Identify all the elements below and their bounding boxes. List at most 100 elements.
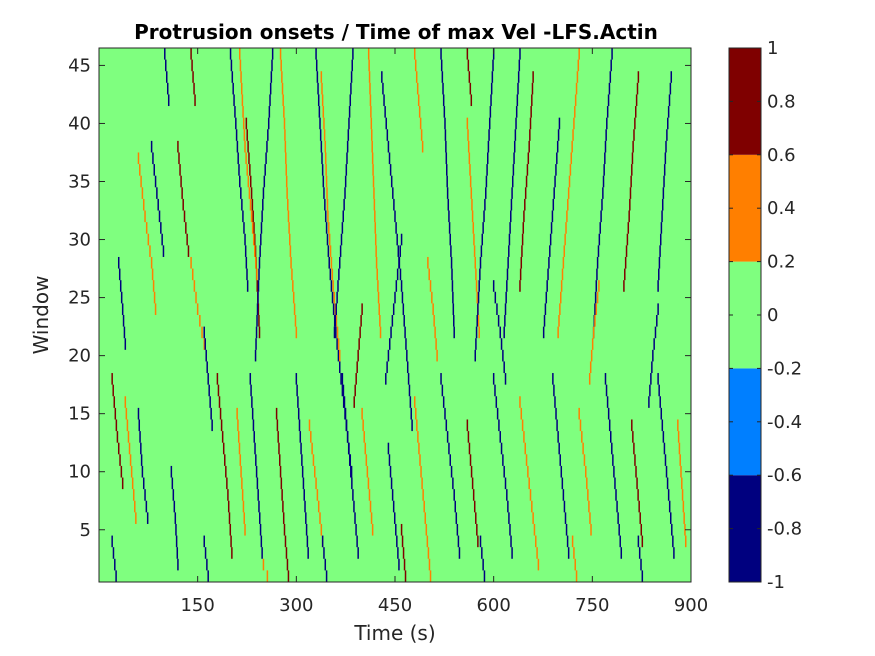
heatmap-cell <box>440 373 442 385</box>
heatmap-cell <box>266 570 269 582</box>
heatmap-cell <box>571 140 573 153</box>
heatmap-cell <box>565 222 567 234</box>
heatmap-cell <box>652 349 654 362</box>
heatmap-cell <box>544 303 547 315</box>
heatmap-cell <box>373 198 376 211</box>
heatmap-cell <box>371 523 374 536</box>
heatmap-cell <box>547 268 549 281</box>
heatmap-cell <box>254 442 256 455</box>
heatmap-cell <box>298 419 301 432</box>
heatmap-cell <box>368 71 371 83</box>
heatmap-cell <box>302 477 305 490</box>
heatmap-cell <box>406 349 408 362</box>
heatmap-cell <box>321 164 324 176</box>
heatmap-cell <box>324 140 327 153</box>
heatmap-cell <box>602 175 605 188</box>
heatmap-cell <box>448 442 450 455</box>
heatmap-cell <box>320 523 323 536</box>
heatmap-cell <box>595 280 598 292</box>
heatmap-cell <box>469 164 471 176</box>
y-tick-label: 40 <box>68 113 91 134</box>
heatmap-cell <box>420 465 422 478</box>
heatmap-cell <box>331 291 334 304</box>
heatmap-cell <box>435 338 437 350</box>
heatmap-cell <box>235 117 237 130</box>
heatmap-cell <box>116 431 119 443</box>
heatmap-cell <box>341 384 344 397</box>
heatmap-cell <box>247 140 249 153</box>
heatmap-cell <box>250 384 252 397</box>
heatmap-cell <box>567 187 570 199</box>
heatmap-cell <box>395 523 397 536</box>
heatmap-cell <box>508 512 510 524</box>
heatmap-cell <box>369 500 372 513</box>
heatmap-cell <box>588 500 590 513</box>
heatmap-cell <box>386 361 388 374</box>
heatmap-cell <box>482 558 484 571</box>
heatmap-cell <box>612 454 614 466</box>
heatmap-cell <box>255 454 257 466</box>
heatmap-cell <box>394 210 396 223</box>
colorbar-tick-label: -0.4 <box>767 412 802 433</box>
heatmap-cell <box>288 222 290 234</box>
heatmap-cell <box>602 187 604 199</box>
heatmap-cell <box>323 129 326 141</box>
y-tick-label: 30 <box>68 230 91 251</box>
heatmap-cell <box>556 152 558 165</box>
heatmap-cell <box>519 396 521 408</box>
heatmap-cell <box>351 59 353 72</box>
heatmap-cell <box>475 326 478 339</box>
heatmap-cell <box>504 373 507 385</box>
heatmap-cell <box>467 140 470 153</box>
heatmap-cell <box>415 71 418 83</box>
heatmap-cell <box>566 535 569 548</box>
heatmap-cell <box>114 558 116 571</box>
heatmap-cell <box>327 245 330 257</box>
heatmap-cell <box>399 268 402 281</box>
heatmap-cell <box>661 210 663 223</box>
heatmap-cell <box>529 117 532 130</box>
heatmap-cell <box>245 117 248 130</box>
heatmap-cell <box>340 233 343 246</box>
heatmap-cell <box>158 210 161 223</box>
heatmap-cell <box>429 570 432 582</box>
heatmap-cell <box>361 303 363 315</box>
heatmap-cell <box>400 233 403 246</box>
heatmap-cell <box>494 384 496 397</box>
heatmap-cell <box>248 152 250 165</box>
heatmap-plot-area <box>98 47 692 583</box>
heatmap-cell <box>466 419 469 432</box>
heatmap-cell <box>228 512 231 524</box>
heatmap-cell <box>524 187 527 199</box>
heatmap-cell <box>387 140 390 153</box>
colorbar-frame <box>728 47 762 583</box>
heatmap-cell <box>658 268 660 281</box>
heatmap-cell <box>445 152 448 165</box>
heatmap-cell <box>285 164 287 176</box>
heatmap-cell <box>636 82 639 95</box>
heatmap-cell <box>515 117 517 130</box>
heatmap-cell <box>597 245 600 257</box>
heatmap-cell <box>555 164 557 176</box>
heatmap-cell <box>480 245 483 257</box>
heatmap-cell <box>500 338 503 350</box>
heatmap-cell <box>150 140 153 153</box>
heatmap-cell <box>531 94 533 107</box>
heatmap-cell <box>629 198 631 211</box>
heatmap-cell <box>235 129 238 141</box>
heatmap-cell <box>265 152 267 165</box>
heatmap-cell <box>478 326 480 339</box>
heatmap-cell <box>509 222 511 234</box>
heatmap-cell <box>664 454 667 466</box>
heatmap-cell <box>348 106 351 118</box>
heatmap-cell <box>317 500 320 513</box>
x-axis-label: Time (s) <box>353 621 435 645</box>
y-tick-label: 45 <box>68 55 91 76</box>
heatmap-cell <box>490 82 493 95</box>
heatmap-cell <box>488 117 491 130</box>
heatmap-cell <box>390 175 393 188</box>
heatmap-cell <box>267 117 270 130</box>
heatmap-cell <box>374 210 376 223</box>
heatmap-cell <box>381 71 383 83</box>
heatmap-cell <box>574 106 576 118</box>
